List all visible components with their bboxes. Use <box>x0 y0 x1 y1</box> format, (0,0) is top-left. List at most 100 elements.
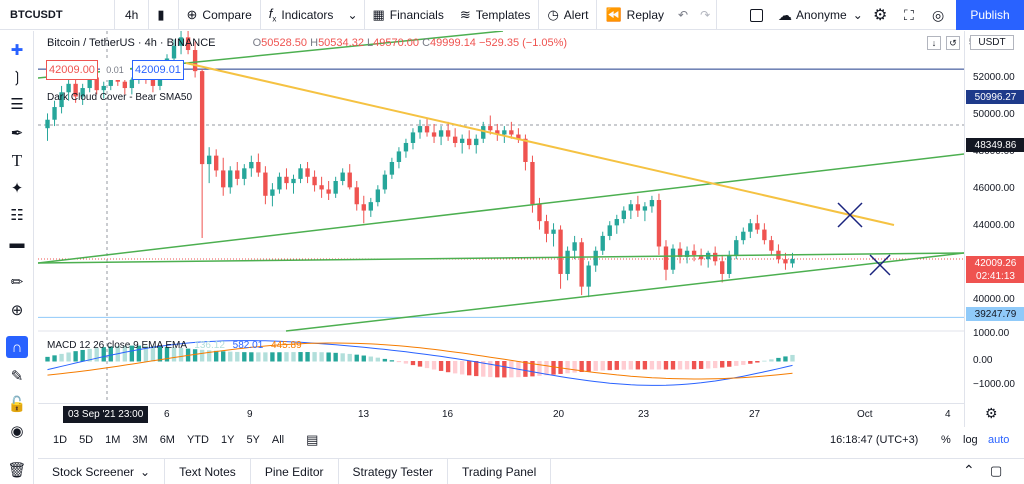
candle-body <box>396 151 402 162</box>
candle-body <box>579 242 584 287</box>
hide-tool[interactable]: ◉ <box>6 420 28 442</box>
templates-button[interactable]: ≋ Templates <box>452 0 540 30</box>
maximize-panel-button[interactable]: ▢ <box>990 463 1002 479</box>
chart-type-button[interactable]: ▮ <box>149 0 179 30</box>
fullscreen-icon: ⛶ <box>904 6 914 23</box>
candle-body <box>185 37 191 51</box>
tab-stock-screener[interactable]: Stock Screener ⌄ <box>38 458 166 484</box>
interval-button[interactable]: 4h <box>115 0 150 30</box>
macd-histogram-bar <box>621 361 626 370</box>
macd-histogram-bar <box>249 352 254 362</box>
pattern-tool[interactable]: ✦ <box>6 177 28 199</box>
range-1m[interactable]: 1M <box>105 434 121 446</box>
settings-button[interactable]: ⚙ <box>873 0 887 30</box>
macd-histogram-bar <box>235 351 240 362</box>
candle-body <box>684 250 690 258</box>
date-range-button[interactable]: ▤ <box>306 432 318 448</box>
crosshair-icon: ✚ <box>10 42 24 59</box>
remove-tool[interactable]: 🗑 <box>6 459 28 481</box>
macd-histogram-bar <box>389 360 395 362</box>
scroll-down-button[interactable]: ↓ <box>927 36 941 50</box>
range-ytd[interactable]: YTD <box>186 434 209 446</box>
macd-histogram-bar <box>256 352 261 362</box>
lock-tool[interactable]: 🔓 <box>6 393 28 415</box>
candle-body <box>621 210 626 220</box>
candle-body <box>755 223 760 230</box>
percent-toggle[interactable]: % <box>941 434 951 446</box>
crosshair-tool[interactable]: ✚ <box>6 39 28 61</box>
publish-button[interactable]: Publish <box>956 0 1024 30</box>
log-toggle[interactable]: log <box>963 434 978 446</box>
indicators-button[interactable]: fx Indicators <box>261 0 342 30</box>
undo-button[interactable]: ↶ <box>672 0 694 30</box>
macd-histogram-bar <box>284 352 289 362</box>
redo-icon: ↷ <box>700 7 711 22</box>
camera-icon: ◎ <box>932 6 945 23</box>
range-5d[interactable]: 5D <box>79 434 94 446</box>
indicators-dropdown[interactable]: ⌄ <box>341 0 365 30</box>
currency-button[interactable]: USDT <box>970 35 1014 50</box>
tab-text-notes[interactable]: Text Notes <box>165 458 251 484</box>
icons-tool[interactable]: ▬ <box>6 232 28 254</box>
range-all[interactable]: All <box>271 434 285 446</box>
measure-tool[interactable]: ✏ <box>6 271 28 293</box>
range-6m[interactable]: 6M <box>159 434 175 446</box>
candle-body <box>734 240 739 255</box>
layout-toggle[interactable] <box>750 0 763 30</box>
collapse-panel-button[interactable]: ⌃ <box>963 462 975 479</box>
macd-histogram-bar <box>333 352 338 362</box>
text-tool[interactable]: T <box>6 150 28 172</box>
macd-histogram-bar <box>150 346 156 362</box>
time-label: 16 <box>442 409 454 420</box>
candle-body <box>73 83 78 97</box>
alert-button[interactable]: ◷ Alert <box>539 0 598 30</box>
undo-icon: ↶ <box>678 7 689 22</box>
macd-histogram-bar <box>228 351 233 362</box>
macd-histogram-bar <box>157 346 163 362</box>
sell-button[interactable]: 42009.00 <box>46 60 98 80</box>
macd-histogram-bar <box>45 356 50 362</box>
candle-body <box>523 138 528 162</box>
axis-settings-button[interactable]: ⚙ <box>985 405 998 422</box>
trendline-tool[interactable]: ❳ <box>6 66 28 88</box>
redo-button[interactable]: ↷ <box>694 0 718 30</box>
compare-button[interactable]: ⊕ Compare <box>179 0 261 30</box>
replay-button[interactable]: ⏪ Replay <box>597 0 672 30</box>
zoom-tool[interactable]: ⊕ <box>6 299 28 321</box>
candle-body <box>790 258 795 264</box>
candle-body <box>530 161 535 205</box>
macd-histogram-bar <box>565 361 570 374</box>
prediction-tool[interactable]: ☷ <box>6 204 28 226</box>
range-1d[interactable]: 1D <box>53 434 68 446</box>
macd-histogram-bar <box>509 361 514 378</box>
range-3m[interactable]: 3M <box>132 434 148 446</box>
symbol-search[interactable]: BTCUSDT <box>0 0 115 30</box>
price-chart[interactable] <box>38 31 964 427</box>
tab-strategy-tester[interactable]: Strategy Tester <box>339 458 448 484</box>
brush-tool[interactable]: ✒ <box>6 122 28 144</box>
auto-toggle[interactable]: auto <box>988 434 1010 446</box>
account-menu[interactable]: ☁ Anonyme ⌄ <box>778 0 863 30</box>
time-axis[interactable]: 03 Sep '21 23:00 6 9 13 16 20 23 27 Oct … <box>38 403 964 425</box>
range-5y[interactable]: 5Y <box>246 434 260 446</box>
reset-scale-button[interactable]: ↺ <box>946 36 960 50</box>
stay-drawing-tool[interactable]: ✎ <box>6 365 28 387</box>
macd-histogram-bar <box>684 361 690 370</box>
snapshot-button[interactable]: ◎ <box>932 0 944 30</box>
macd-histogram-bar <box>755 361 760 363</box>
candle-body <box>481 126 486 139</box>
magnet-tool[interactable]: ∩ <box>6 336 28 358</box>
tab-pine-editor[interactable]: Pine Editor <box>251 458 339 484</box>
hline-light-badge: 39247.79 <box>966 307 1024 321</box>
financials-button[interactable]: ▦ Financials <box>365 0 452 30</box>
candle-body <box>171 45 177 59</box>
buy-button[interactable]: 42009.01 <box>132 60 184 80</box>
macd-histogram-bar <box>94 347 99 362</box>
tab-trading-panel[interactable]: Trading Panel <box>448 458 552 484</box>
range-1y[interactable]: 1Y <box>220 434 235 446</box>
fullscreen-button[interactable]: ⛶ <box>904 0 914 30</box>
horizontal-lines-tool[interactable]: ☰ <box>6 93 28 115</box>
candle-body <box>769 240 774 251</box>
price-axis[interactable]: 5 52000.00 50996.27 50000.00 48000.00 48… <box>964 31 1024 427</box>
macd-histogram-bar <box>382 358 388 362</box>
